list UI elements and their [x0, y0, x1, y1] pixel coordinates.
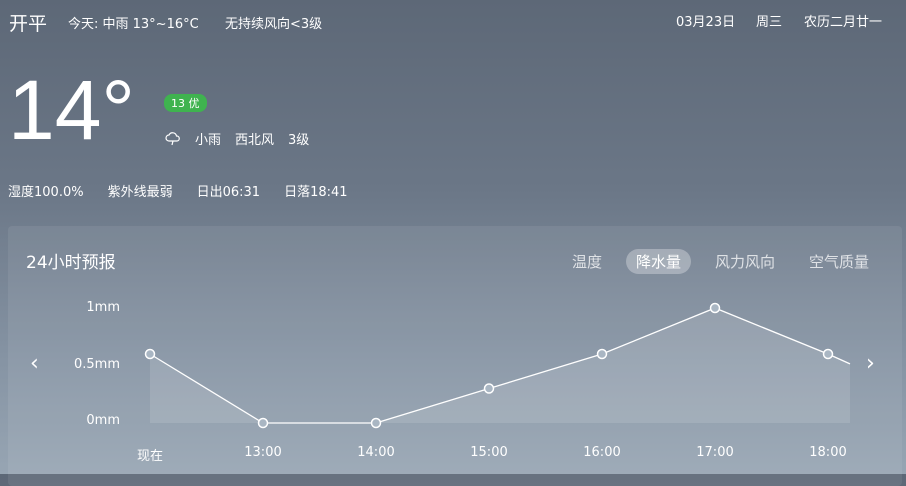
- x-tick-label: 14:00: [357, 445, 395, 460]
- stats-row: 湿度100.0% 紫外线最弱 日出06:31 日落18:41: [8, 181, 348, 200]
- data-point: [596, 348, 608, 360]
- lunar-date: 农历二月廿一: [804, 15, 883, 30]
- precipitation-chart: [144, 302, 851, 429]
- x-tick-label: 18:00: [809, 445, 847, 460]
- humidity: 湿度100.0%: [8, 185, 84, 200]
- wind-direction: 西北风: [235, 133, 275, 148]
- today-summary: 今天: 中雨 13°~16°C: [68, 17, 199, 32]
- chevron-right-icon[interactable]: ›: [866, 351, 875, 376]
- tab-precipitation[interactable]: 降水量: [626, 249, 692, 274]
- data-point: [822, 348, 834, 360]
- uv-index: 紫外线最弱: [107, 185, 173, 200]
- weekday: 周三: [756, 15, 783, 30]
- x-tick-label: 13:00: [244, 445, 282, 460]
- aqi-badge[interactable]: 13 优: [164, 94, 207, 112]
- area-fill: [150, 308, 850, 423]
- wind-level: 3级: [288, 133, 310, 148]
- data-point: [709, 302, 721, 314]
- x-tick-label: 17:00: [696, 445, 734, 460]
- x-tick-label: 现在: [136, 449, 164, 464]
- tab-wind[interactable]: 风力风向: [715, 253, 776, 271]
- date: 03月23日: [676, 15, 736, 30]
- data-point: [144, 348, 156, 360]
- x-tick-label: 15:00: [470, 445, 508, 460]
- data-point: [483, 383, 495, 394]
- sunrise: 日出06:31: [196, 185, 261, 200]
- forecast-card: [8, 226, 902, 486]
- y-tick-label: 0mm: [86, 413, 120, 428]
- data-point: [370, 417, 382, 429]
- forecast-title: 24小时预报: [26, 253, 116, 273]
- tab-temperature[interactable]: 温度: [572, 253, 603, 271]
- city-name: 开平: [9, 13, 48, 35]
- data-point: [257, 417, 269, 429]
- chevron-left-icon[interactable]: ‹: [30, 351, 39, 376]
- cloud-rain-icon: [165, 131, 180, 145]
- series-line: [149, 307, 851, 424]
- tab-air-quality[interactable]: 空气质量: [809, 253, 870, 271]
- y-tick-label: 1mm: [86, 300, 120, 315]
- current-condition: 小雨 西北风 3级: [165, 129, 309, 148]
- y-tick-label: 0.5mm: [73, 357, 120, 372]
- x-tick-label: 16:00: [583, 445, 621, 460]
- forecast-tabs: 温度 降水量 风力风向 空气质量: [562, 249, 879, 274]
- weather-text: 小雨: [195, 133, 222, 148]
- today-wind: 无持续风向<3级: [225, 17, 323, 32]
- sunset: 日落18:41: [284, 185, 348, 200]
- current-temperature: 14°: [8, 63, 136, 157]
